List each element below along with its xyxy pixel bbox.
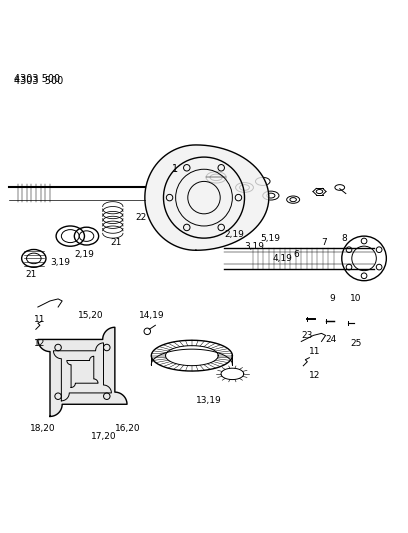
- Text: 4303  500: 4303 500: [13, 76, 63, 86]
- Text: 8: 8: [342, 233, 348, 243]
- Text: 12: 12: [309, 372, 321, 381]
- Text: 3,19: 3,19: [244, 242, 264, 251]
- Text: 11: 11: [309, 347, 321, 356]
- Text: 4303 500: 4303 500: [13, 74, 60, 84]
- Text: 17,20: 17,20: [91, 432, 116, 441]
- Text: 12: 12: [34, 339, 45, 348]
- Text: 7: 7: [322, 238, 327, 247]
- Polygon shape: [145, 145, 269, 251]
- Text: 21: 21: [26, 270, 37, 279]
- Text: 25: 25: [350, 339, 361, 348]
- Text: 22: 22: [135, 213, 146, 222]
- Text: 3,19: 3,19: [50, 258, 70, 267]
- Text: 13,19: 13,19: [196, 395, 222, 405]
- Text: 2,19: 2,19: [74, 250, 94, 259]
- Text: 14,19: 14,19: [139, 311, 165, 320]
- Text: 18,20: 18,20: [30, 424, 55, 433]
- Text: 10: 10: [350, 294, 361, 303]
- Text: 24: 24: [326, 335, 337, 344]
- Text: 16,20: 16,20: [115, 424, 140, 433]
- Polygon shape: [38, 327, 127, 416]
- Text: 4,19: 4,19: [273, 254, 293, 263]
- Text: 2,19: 2,19: [224, 230, 244, 239]
- Text: 15,20: 15,20: [78, 311, 103, 320]
- Text: 11: 11: [34, 314, 45, 324]
- Text: 6: 6: [293, 250, 299, 259]
- Text: 5,19: 5,19: [261, 233, 281, 243]
- Text: 1: 1: [172, 164, 178, 174]
- Text: 9: 9: [330, 294, 335, 303]
- Text: 21: 21: [111, 238, 122, 247]
- Text: 23: 23: [301, 331, 313, 340]
